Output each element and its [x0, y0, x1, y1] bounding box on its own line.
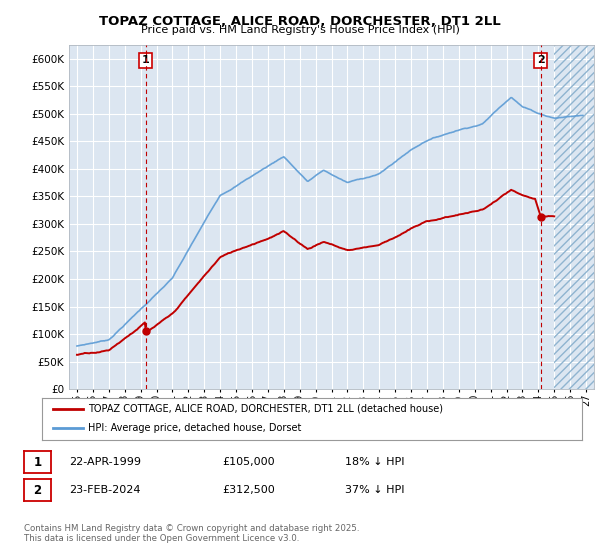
- Text: 2: 2: [34, 483, 41, 497]
- Text: 22-APR-1999: 22-APR-1999: [69, 457, 141, 467]
- Text: 18% ↓ HPI: 18% ↓ HPI: [345, 457, 404, 467]
- Text: 1: 1: [34, 455, 41, 469]
- Text: £105,000: £105,000: [222, 457, 275, 467]
- Text: Price paid vs. HM Land Registry's House Price Index (HPI): Price paid vs. HM Land Registry's House …: [140, 25, 460, 35]
- Text: £312,500: £312,500: [222, 485, 275, 495]
- Text: Contains HM Land Registry data © Crown copyright and database right 2025.
This d: Contains HM Land Registry data © Crown c…: [24, 524, 359, 543]
- Text: 23-FEB-2024: 23-FEB-2024: [69, 485, 140, 495]
- Text: TOPAZ COTTAGE, ALICE ROAD, DORCHESTER, DT1 2LL (detached house): TOPAZ COTTAGE, ALICE ROAD, DORCHESTER, D…: [88, 404, 443, 414]
- Text: 2: 2: [537, 55, 545, 66]
- Text: 37% ↓ HPI: 37% ↓ HPI: [345, 485, 404, 495]
- Text: TOPAZ COTTAGE, ALICE ROAD, DORCHESTER, DT1 2LL: TOPAZ COTTAGE, ALICE ROAD, DORCHESTER, D…: [99, 15, 501, 27]
- Text: HPI: Average price, detached house, Dorset: HPI: Average price, detached house, Dors…: [88, 423, 301, 433]
- Text: 1: 1: [142, 55, 149, 66]
